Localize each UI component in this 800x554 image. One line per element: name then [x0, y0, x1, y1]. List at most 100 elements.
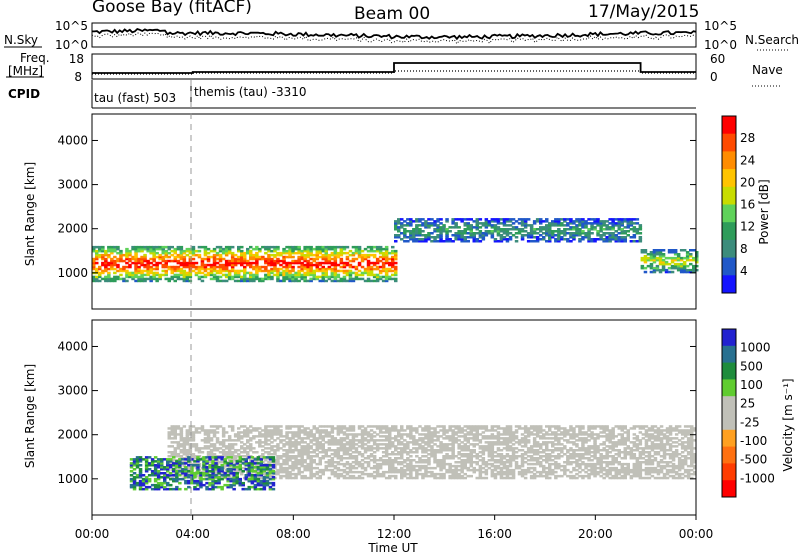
- heatmap-cell: [581, 236, 585, 239]
- heatmap-cell: [92, 257, 96, 261]
- heatmap-cell: [545, 234, 549, 237]
- heatmap-cell: [297, 431, 301, 434]
- heatmap-cell: [237, 255, 241, 259]
- heatmap-cell: [439, 228, 443, 231]
- heatmap-cell: [508, 476, 513, 480]
- heatmap-cell: [502, 236, 507, 239]
- heatmap-cell: [466, 459, 470, 462]
- heatmap-cell: [104, 265, 108, 269]
- heatmap-cell: [463, 222, 467, 225]
- heatmap-cell: [454, 439, 458, 442]
- heatmap-cell: [554, 474, 558, 478]
- heatmap-cell: [635, 466, 640, 470]
- heatmap-cell: [445, 240, 449, 243]
- heatmap-cell: [641, 476, 646, 480]
- heatmap-cell: [282, 247, 286, 251]
- heatmap-cell: [658, 270, 663, 274]
- heatmap-cell: [448, 439, 452, 442]
- heatmap-cell: [315, 257, 319, 261]
- heatmap-cell: [421, 474, 425, 478]
- heatmap-cell: [575, 425, 579, 428]
- heatmap-cell: [677, 439, 682, 442]
- heatmap-cell: [469, 230, 473, 233]
- heatmap-cell: [436, 240, 440, 243]
- heatmap-cell: [460, 230, 464, 233]
- heatmap-cell: [593, 474, 597, 478]
- heatmap-cell: [652, 255, 657, 258]
- heatmap-cell: [508, 224, 513, 227]
- heatmap-cell: [451, 429, 455, 432]
- heatmap-cell: [212, 453, 217, 456]
- heatmap-cell: [206, 447, 211, 450]
- heatmap-cell: [605, 228, 609, 231]
- heatmap-cell: [363, 431, 368, 434]
- heatmap-cell: [276, 447, 280, 450]
- heatmap-cell: [101, 271, 105, 275]
- heatmap-cell: [330, 275, 335, 279]
- heatmap-cell: [372, 245, 377, 249]
- heatmap-cell: [596, 461, 600, 464]
- heatmap-cell: [312, 451, 316, 454]
- heatmap-cell: [412, 437, 416, 440]
- heatmap-cell: [357, 245, 362, 249]
- heatmap-cell: [300, 439, 304, 442]
- heatmap-cell: [581, 453, 585, 456]
- heatmap-cell: [424, 435, 428, 438]
- heatmap-cell: [209, 437, 214, 440]
- heatmap-cell: [584, 431, 588, 434]
- heatmap-cell: [523, 457, 528, 460]
- heatmap-cell: [445, 431, 449, 434]
- heatmap-cell: [572, 443, 576, 446]
- heatmap-cell: [378, 251, 383, 255]
- heatmap-cell: [578, 433, 582, 436]
- heatmap-cell: [303, 267, 307, 271]
- heatmap-cell: [143, 259, 147, 263]
- heatmap-cell: [548, 449, 552, 452]
- heatmap-cell: [508, 431, 513, 434]
- heatmap-cell: [270, 441, 274, 444]
- heatmap-cell: [649, 253, 654, 256]
- heatmap-cell: [233, 257, 238, 261]
- heatmap-cell: [448, 476, 452, 480]
- heatmap-cell: [599, 461, 603, 464]
- heatmap-cell: [321, 265, 325, 269]
- heatmap-cell: [493, 226, 498, 229]
- heatmap-cell: [297, 247, 301, 251]
- heatmap-cell: [288, 459, 292, 462]
- heatmap-cell: [249, 443, 253, 446]
- heatmap-cell: [348, 443, 353, 446]
- heatmap-cell: [457, 431, 461, 434]
- heatmap-cell: [297, 265, 301, 269]
- heatmap-cell: [309, 459, 313, 462]
- heatmap-cell: [167, 279, 171, 283]
- heatmap-cell: [206, 273, 211, 277]
- heatmap-cell: [176, 445, 181, 448]
- heatmap-cell: [532, 451, 537, 454]
- heatmap-cell: [98, 273, 102, 277]
- heatmap-cell: [581, 439, 585, 442]
- heatmap-cell: [671, 445, 676, 448]
- heatmap-cell: [249, 439, 253, 442]
- heatmap-cell: [532, 468, 537, 472]
- heatmap-cell: [626, 218, 630, 221]
- heatmap-cell: [324, 245, 328, 249]
- heatmap-cell: [646, 256, 651, 260]
- heatmap-cell: [366, 433, 371, 436]
- heatmap-cell: [620, 474, 624, 478]
- heatmap-cell: [466, 427, 470, 430]
- heatmap-cell: [267, 431, 271, 434]
- heatmap-cell: [620, 427, 624, 430]
- heatmap-cell: [333, 245, 338, 249]
- heatmap-cell: [297, 425, 301, 428]
- heatmap-cell: [215, 441, 220, 444]
- heatmap-cell: [125, 257, 129, 261]
- heatmap-cell: [649, 264, 654, 268]
- heatmap-cell: [357, 263, 362, 267]
- heatmap-cell: [596, 451, 600, 454]
- heatmap-cell: [381, 265, 386, 269]
- heatmap-cell: [674, 472, 679, 476]
- heatmap-cell: [481, 451, 486, 454]
- heatmap-cell: [493, 240, 498, 243]
- heatmap-cell: [318, 251, 322, 255]
- heatmap-cell: [617, 427, 621, 430]
